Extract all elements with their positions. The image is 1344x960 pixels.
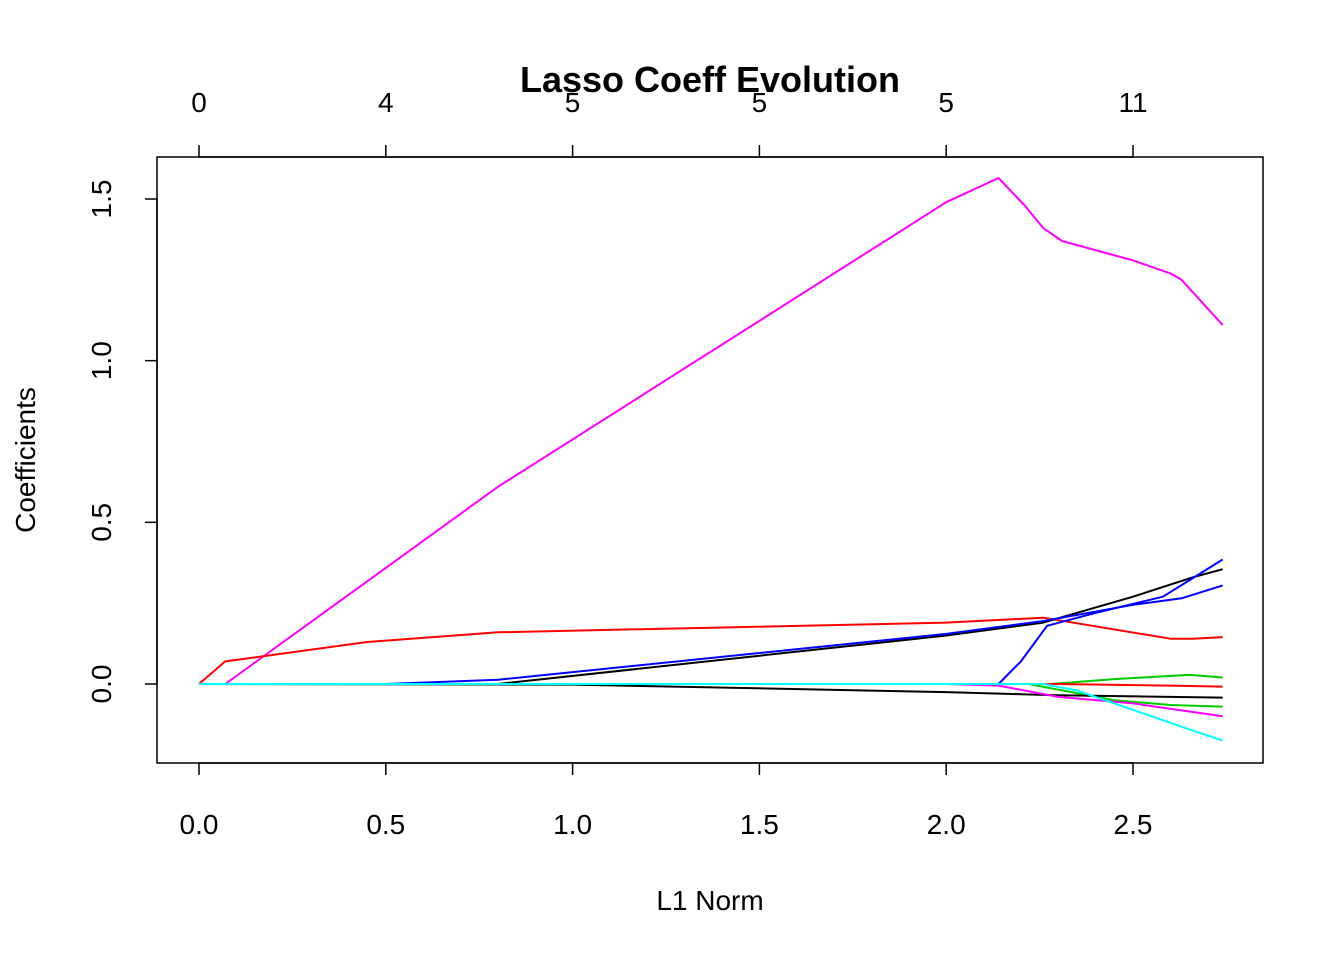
coef-path-5 [199, 558, 1224, 685]
x-tick-label: 2.0 [927, 809, 966, 840]
x-tick-label: 2.5 [1114, 809, 1153, 840]
x-tick-label: 0.0 [180, 809, 219, 840]
y-tick-label: 1.5 [86, 180, 117, 219]
y-tick-label: 1.0 [86, 341, 117, 380]
top-tick-label: 11 [1118, 87, 1147, 118]
top-tick-label: 5 [752, 87, 768, 118]
y-tick-label: 0.0 [86, 665, 117, 704]
coef-path-2 [198, 616, 1223, 685]
top-tick-label: 5 [938, 87, 954, 118]
x-tick-label: 1.0 [553, 809, 592, 840]
x-axis-label: L1 Norm [656, 885, 763, 916]
coef-path-11 [199, 683, 1224, 742]
x-tick-label: 1.5 [740, 809, 779, 840]
top-tick-label: 5 [565, 87, 581, 118]
bottom-axis: 0.0 0.5 1.0 1.5 2.0 2.5 [180, 762, 1153, 840]
top-axis: 0 4 5 5 5 11 [191, 87, 1148, 158]
y-axis-label: Coefficients [10, 387, 41, 533]
left-axis: 0.0 0.5 1.0 1.5 [86, 180, 158, 704]
chart-title: Lasso Coeff Evolution [520, 59, 900, 100]
series-layer [198, 177, 1224, 742]
y-tick-label: 0.5 [86, 503, 117, 542]
coef-path-1 [199, 177, 1224, 685]
top-tick-label: 4 [378, 87, 394, 118]
x-tick-label: 0.5 [366, 809, 405, 840]
top-tick-label: 0 [191, 87, 207, 118]
